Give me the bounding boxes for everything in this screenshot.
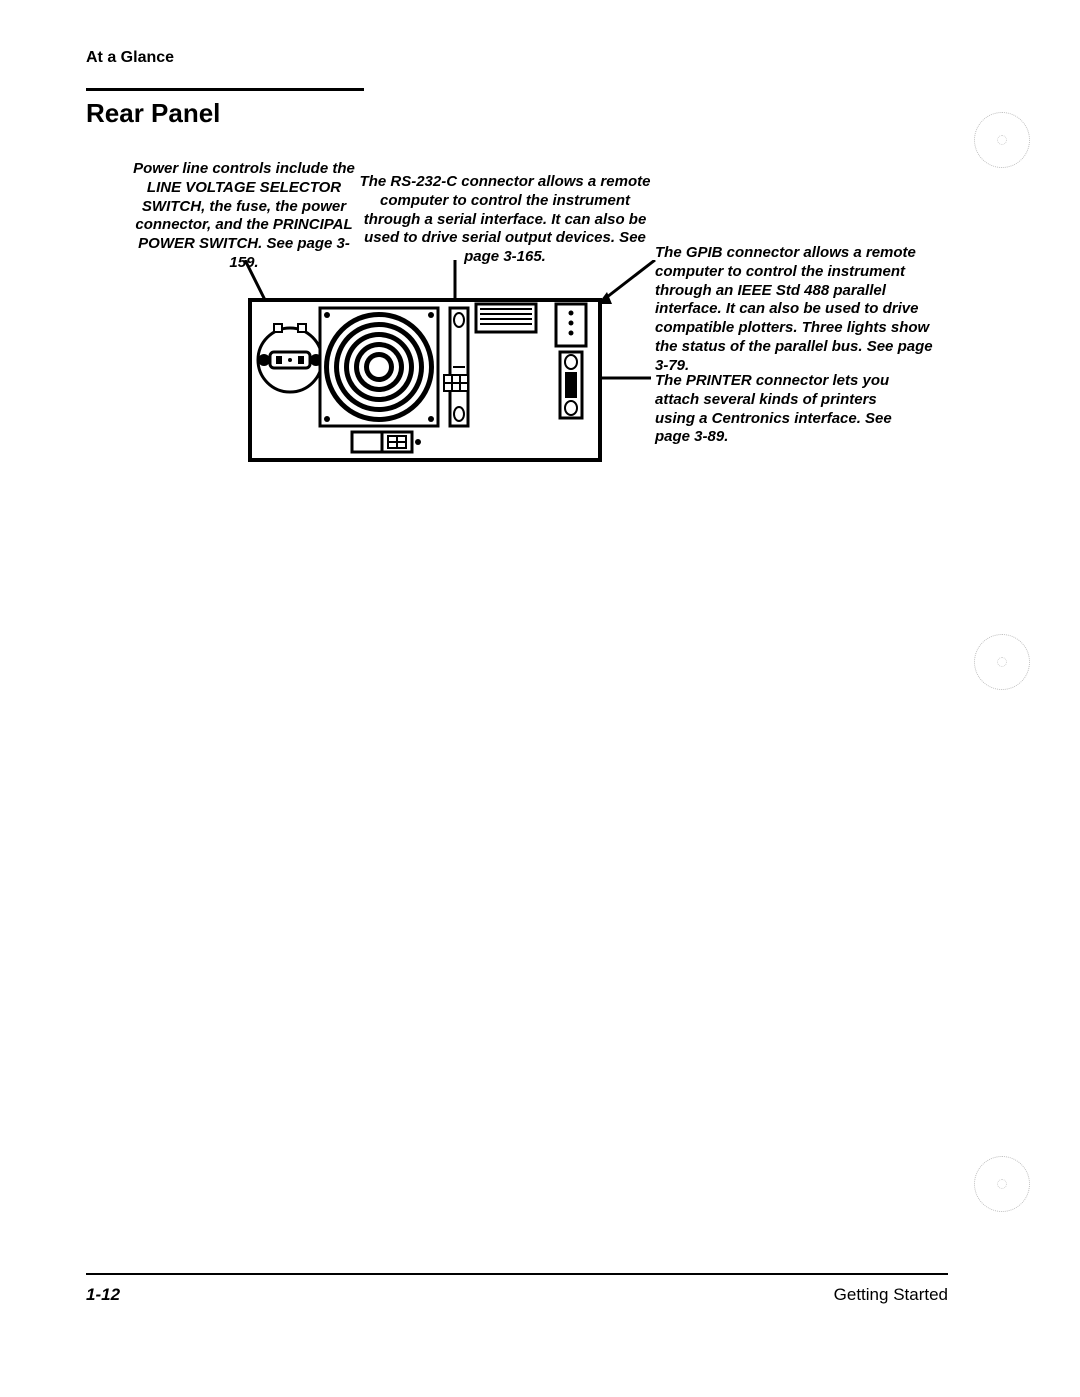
punch-hole-icon (974, 634, 1030, 690)
page-title: Rear Panel (86, 98, 220, 129)
punch-hole-icon (974, 1156, 1030, 1212)
header-divider (86, 88, 364, 91)
callout-rs232: The RS-232-C connector allows a remote c… (355, 173, 655, 267)
footer-divider (86, 1273, 948, 1275)
punch-hole-icon (974, 112, 1030, 168)
page: At a Glance Rear Panel Power line contro… (0, 0, 1080, 1397)
section-header: At a Glance (86, 49, 174, 67)
callout-power-line: Power line controls include the LINE VOL… (126, 160, 362, 273)
page-number: 1-12 (86, 1285, 120, 1305)
rear-panel-diagram (0, 260, 1080, 470)
chapter-label: Getting Started (834, 1285, 948, 1305)
